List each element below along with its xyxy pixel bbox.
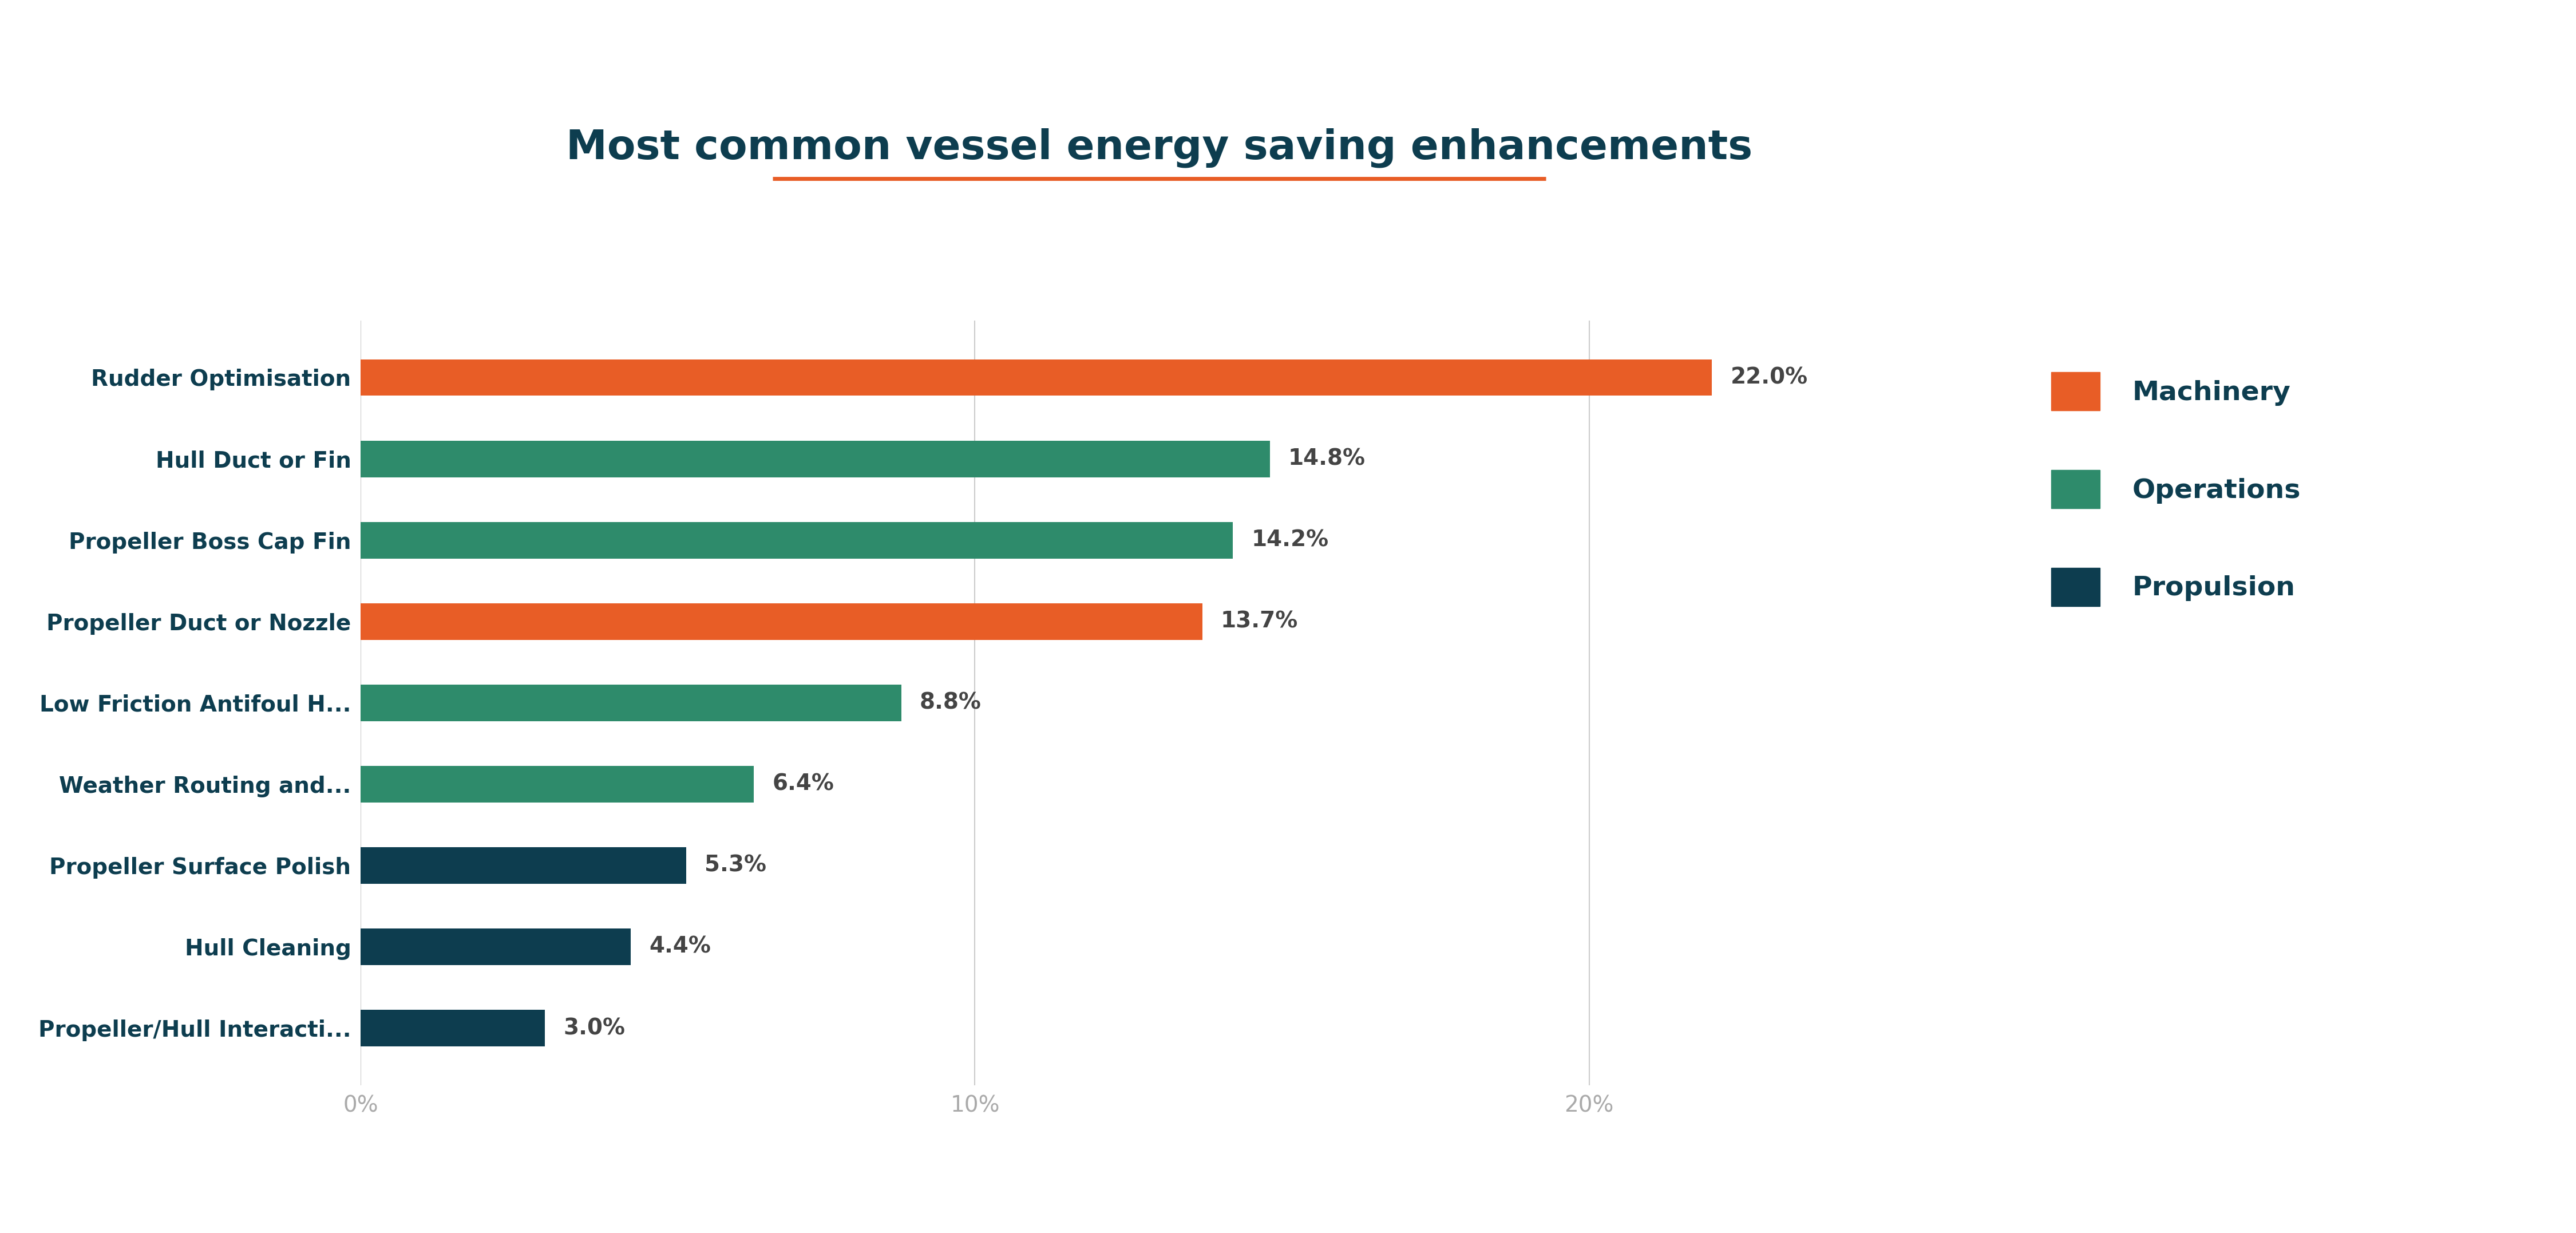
Bar <box>361 928 631 965</box>
Text: 5.3%: 5.3% <box>706 854 768 877</box>
Bar <box>361 847 685 884</box>
Text: Most common vessel energy saving enhancements: Most common vessel energy saving enhance… <box>567 128 1752 168</box>
Text: 4.4%: 4.4% <box>649 936 711 958</box>
Text: 6.4%: 6.4% <box>773 773 835 795</box>
Text: 13.7%: 13.7% <box>1221 610 1298 633</box>
Bar <box>361 1010 546 1047</box>
Bar <box>361 766 755 803</box>
Text: 14.8%: 14.8% <box>1288 448 1365 470</box>
Legend: Machinery, Operations, Propulsion: Machinery, Operations, Propulsion <box>2050 372 2300 605</box>
Bar <box>361 440 1270 477</box>
Bar <box>361 522 1234 559</box>
Bar <box>361 684 902 721</box>
Text: 22.0%: 22.0% <box>1731 366 1808 388</box>
Bar <box>361 603 1203 640</box>
Text: 3.0%: 3.0% <box>564 1017 626 1039</box>
Text: 14.2%: 14.2% <box>1252 529 1329 551</box>
Bar <box>361 359 1713 396</box>
Text: 8.8%: 8.8% <box>920 692 981 714</box>
